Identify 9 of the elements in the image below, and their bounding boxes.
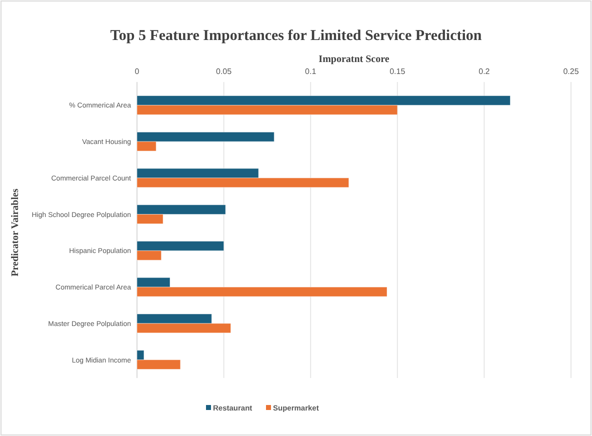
x-tick-label: 0.2	[478, 67, 490, 76]
x-axis-title: Imporatnt Score	[318, 54, 390, 65]
x-tick-label: 0	[134, 67, 140, 76]
x-tick-label: 0.15	[390, 67, 406, 76]
x-tick-label: 0.25	[563, 67, 580, 76]
chart-title: Top 5 Feature Importances for Limited Service Prediction	[110, 28, 482, 44]
y-axis-title: Predicator Vairables	[10, 188, 21, 276]
x-tick-label: 0.1	[305, 67, 317, 76]
x-tick-label: 0.05	[216, 67, 232, 76]
